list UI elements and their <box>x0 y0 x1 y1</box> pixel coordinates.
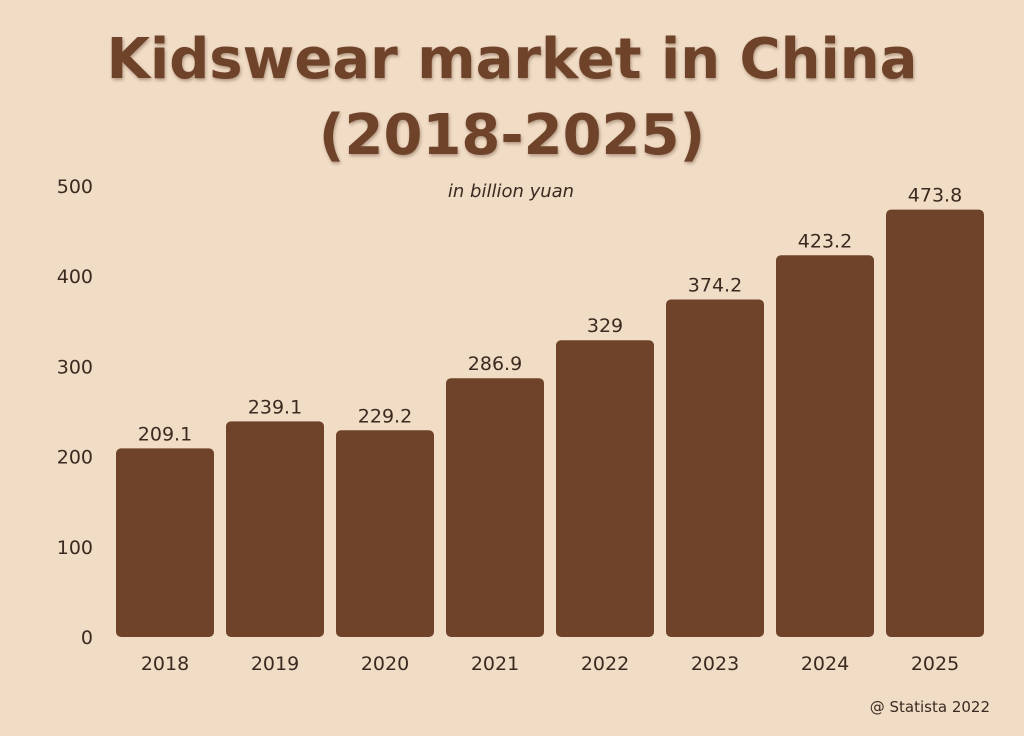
bar-2023 <box>666 299 764 637</box>
x-tick-label-2023: 2023 <box>691 653 739 675</box>
bar-2021 <box>446 378 544 637</box>
value-label-2022: 329 <box>587 315 623 337</box>
x-tick-label-2018: 2018 <box>141 653 189 675</box>
y-axis: 0 100 200 300 400 500 <box>57 176 93 649</box>
value-label-2024: 423.2 <box>798 230 852 252</box>
source-note: @ Statista 2022 <box>869 698 990 716</box>
chart-subtitle: in billion yuan <box>447 181 575 202</box>
x-tick-label-2020: 2020 <box>361 653 409 675</box>
value-label-2018: 209.1 <box>138 423 192 445</box>
y-tick-label: 0 <box>81 627 93 649</box>
y-tick-label: 500 <box>57 176 93 198</box>
value-label-2025: 473.8 <box>908 185 962 207</box>
chart-title: Kidswear market in China (2018-2025) <box>0 22 1024 174</box>
bar-2020 <box>336 430 434 637</box>
bar-2025 <box>886 209 984 638</box>
x-tick-label-2025: 2025 <box>911 653 959 675</box>
bar-2022 <box>556 340 654 637</box>
value-label-2019: 239.1 <box>248 396 302 418</box>
bars <box>116 209 984 638</box>
value-label-2021: 286.9 <box>468 353 522 375</box>
x-tick-label-2022: 2022 <box>581 653 629 675</box>
y-tick-label: 100 <box>57 537 93 559</box>
value-label-2020: 229.2 <box>358 405 412 427</box>
y-tick-label: 400 <box>57 266 93 288</box>
bar-2019 <box>226 421 324 637</box>
x-tick-label-2019: 2019 <box>251 653 299 675</box>
chart-title-line-2: (2018-2025) <box>318 103 706 168</box>
y-tick-label: 300 <box>57 356 93 378</box>
x-tick-label-2024: 2024 <box>801 653 849 675</box>
chart-title-line-1: Kidswear market in China <box>106 27 918 92</box>
y-tick-label: 200 <box>57 447 93 469</box>
value-labels: 209.1 239.1 229.2 286.9 329 374.2 423.2 473.8 <box>138 185 962 446</box>
bar-2018 <box>116 448 214 637</box>
value-label-2023: 374.2 <box>688 274 742 296</box>
x-axis: 2018 2019 2020 2021 2022 2023 2024 2025 <box>141 653 959 675</box>
x-tick-label-2021: 2021 <box>471 653 519 675</box>
bar-2024 <box>776 255 874 637</box>
